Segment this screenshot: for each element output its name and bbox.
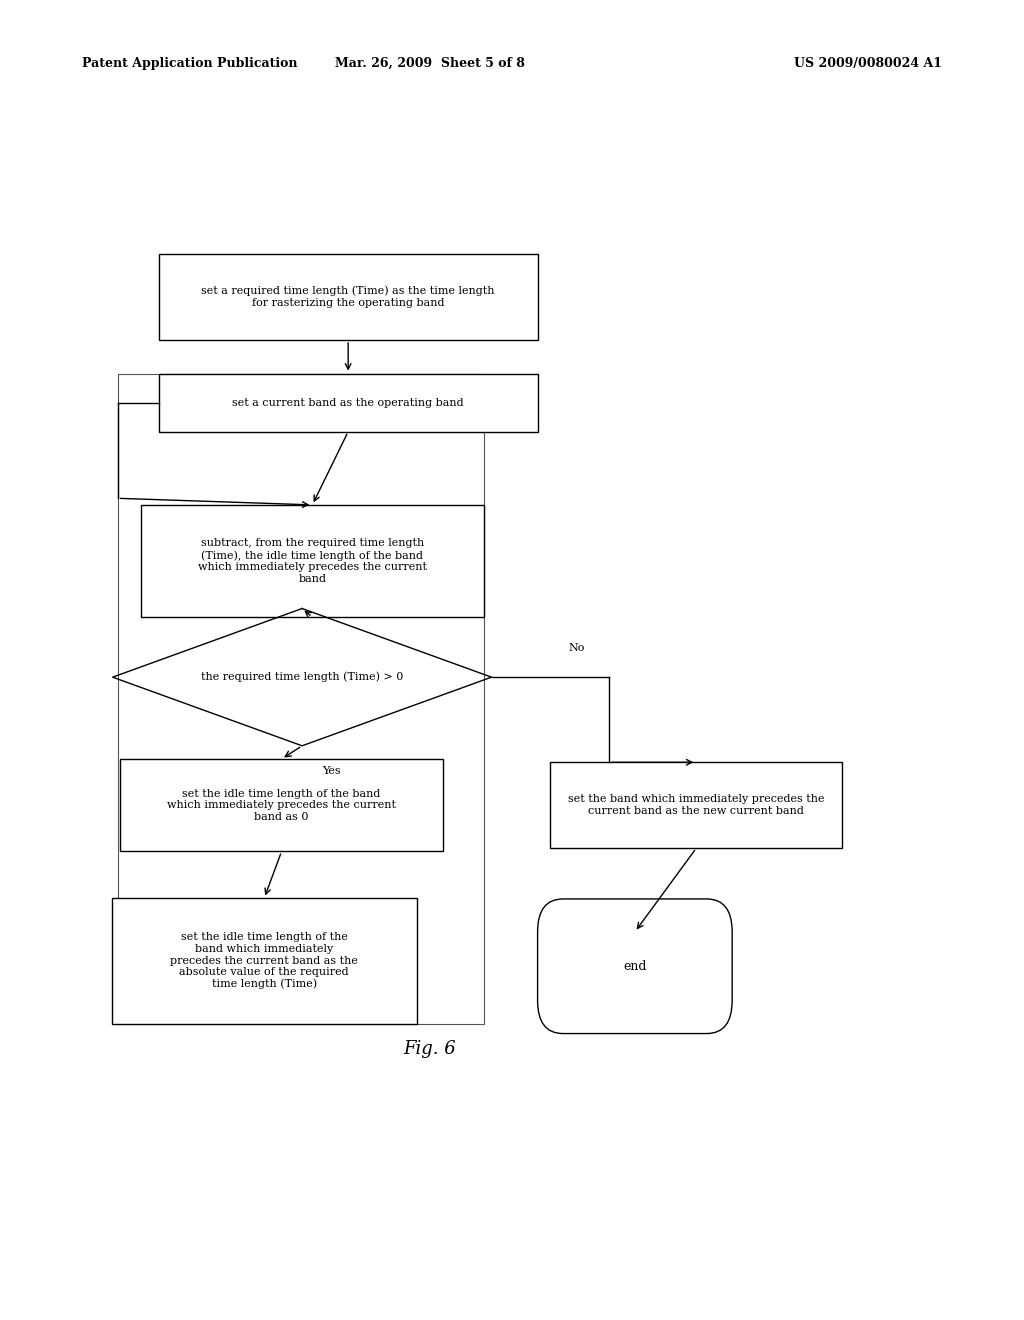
Text: set the idle time length of the band
which immediately precedes the current
band: set the idle time length of the band whi…: [167, 788, 396, 822]
Text: end: end: [624, 960, 646, 973]
Text: set a required time length (Time) as the time length
for rasterizing the operati: set a required time length (Time) as the…: [202, 286, 495, 308]
FancyBboxPatch shape: [159, 374, 538, 432]
FancyBboxPatch shape: [121, 759, 442, 851]
FancyBboxPatch shape: [140, 506, 484, 618]
FancyBboxPatch shape: [538, 899, 732, 1034]
Text: set the idle time length of the
band which immediately
precedes the current band: set the idle time length of the band whi…: [170, 932, 358, 990]
Text: set a current band as the operating band: set a current band as the operating band: [232, 397, 464, 408]
Text: Fig. 6: Fig. 6: [403, 1040, 457, 1059]
Text: US 2009/0080024 A1: US 2009/0080024 A1: [794, 57, 942, 70]
Text: Yes: Yes: [323, 766, 341, 776]
Text: subtract, from the required time length
(Time), the idle time length of the band: subtract, from the required time length …: [198, 539, 427, 583]
Text: Patent Application Publication: Patent Application Publication: [82, 57, 297, 70]
FancyBboxPatch shape: [159, 253, 538, 339]
Text: set the band which immediately precedes the
current band as the new current band: set the band which immediately precedes …: [568, 795, 824, 816]
Text: No: No: [568, 643, 585, 653]
Text: the required time length (Time) > 0: the required time length (Time) > 0: [201, 672, 403, 682]
FancyBboxPatch shape: [112, 898, 417, 1024]
Text: Mar. 26, 2009  Sheet 5 of 8: Mar. 26, 2009 Sheet 5 of 8: [335, 57, 525, 70]
FancyBboxPatch shape: [551, 762, 842, 847]
